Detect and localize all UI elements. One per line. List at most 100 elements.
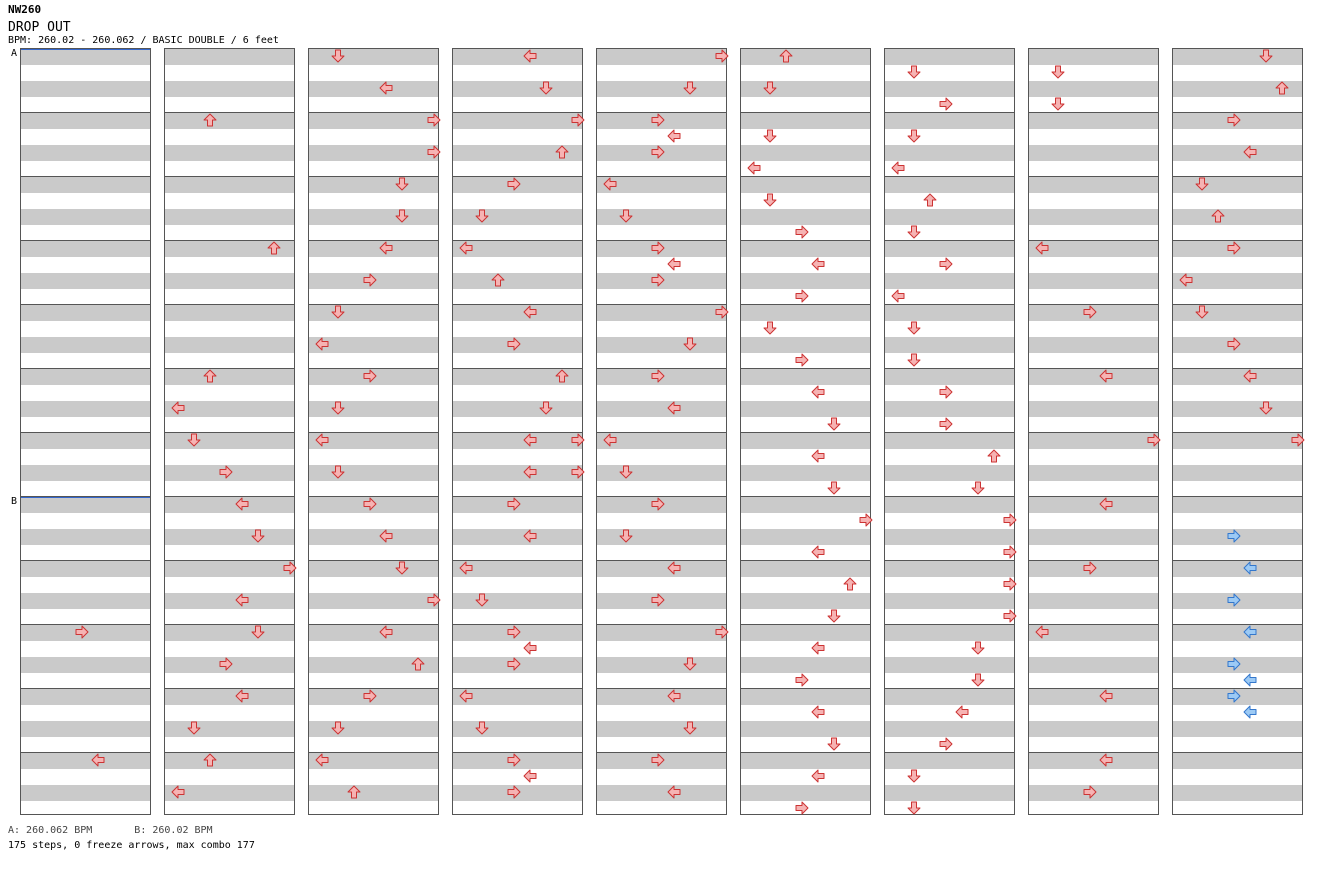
step-arrow-left	[235, 689, 249, 703]
step-arrow-down	[187, 433, 201, 447]
step-arrow-left	[1243, 705, 1257, 719]
measure-line	[885, 752, 1014, 753]
step-arrow-down	[683, 81, 697, 95]
chart-column-7	[884, 48, 1015, 815]
step-arrow-down	[395, 561, 409, 575]
step-arrow-down	[1051, 97, 1065, 111]
step-arrow-left	[523, 433, 537, 447]
step-arrow-down	[827, 609, 841, 623]
step-arrow-left	[1243, 561, 1257, 575]
step-arrow-up	[491, 273, 505, 287]
measure-line	[165, 304, 294, 305]
step-arrow-left	[811, 705, 825, 719]
step-arrow-right	[651, 497, 665, 511]
measure-line	[885, 240, 1014, 241]
step-arrow-down	[619, 209, 633, 223]
measure-line	[885, 112, 1014, 113]
step-arrow-right	[1227, 241, 1241, 255]
measure-line	[741, 304, 870, 305]
measure-line	[741, 496, 870, 497]
step-arrow-left	[1179, 273, 1193, 287]
step-arrow-right	[1227, 529, 1241, 543]
step-arrow-left	[235, 593, 249, 607]
step-arrow-down	[395, 177, 409, 191]
step-arrow-down	[763, 193, 777, 207]
measure-line	[1029, 240, 1158, 241]
section-marker-label: B	[11, 496, 18, 507]
step-arrow-right	[1083, 785, 1097, 799]
measure-line	[21, 304, 150, 305]
step-arrow-right	[1291, 433, 1305, 447]
step-arrow-left	[523, 305, 537, 319]
step-arrow-left	[667, 129, 681, 143]
step-arrow-right	[571, 113, 585, 127]
step-arrow-left	[459, 689, 473, 703]
measure-line	[21, 176, 150, 177]
measure-line	[597, 240, 726, 241]
step-arrow-left	[379, 625, 393, 639]
step-arrow-left	[955, 705, 969, 719]
step-arrow-left	[459, 241, 473, 255]
measure-line	[453, 624, 582, 625]
chart-column-8	[1028, 48, 1159, 815]
step-arrow-right	[507, 177, 521, 191]
step-arrow-left	[811, 449, 825, 463]
song-title: DROP OUT	[8, 20, 71, 35]
step-arrow-right	[715, 305, 729, 319]
measure-line	[165, 240, 294, 241]
measure-line	[885, 688, 1014, 689]
measure-line	[1029, 560, 1158, 561]
measure-line	[1173, 560, 1302, 561]
step-arrow-left	[1035, 241, 1049, 255]
measure-line	[21, 240, 150, 241]
step-arrow-left	[747, 161, 761, 175]
measure-line	[741, 560, 870, 561]
measure-line	[741, 112, 870, 113]
measure-line	[597, 496, 726, 497]
chart-column-2	[164, 48, 295, 815]
step-arrow-right	[1147, 433, 1161, 447]
step-arrow-left	[603, 433, 617, 447]
step-arrow-up	[203, 113, 217, 127]
chart-column-5	[596, 48, 727, 815]
measure-line	[165, 688, 294, 689]
measure-line	[453, 496, 582, 497]
measure-line	[21, 496, 150, 497]
measure-line	[885, 304, 1014, 305]
step-arrow-left	[811, 641, 825, 655]
step-arrow-right	[571, 465, 585, 479]
step-arrow-left	[1035, 625, 1049, 639]
measure-line	[165, 432, 294, 433]
step-arrow-left	[667, 257, 681, 271]
measure-line	[309, 304, 438, 305]
step-arrow-up	[347, 785, 361, 799]
measure-line	[453, 752, 582, 753]
measure-line	[453, 112, 582, 113]
measure-line	[885, 368, 1014, 369]
step-arrow-right	[507, 785, 521, 799]
step-arrow-down	[1195, 305, 1209, 319]
measure-line	[309, 752, 438, 753]
step-arrow-right	[507, 753, 521, 767]
step-arrow-left	[1099, 689, 1113, 703]
step-arrow-down	[475, 209, 489, 223]
measure-line	[741, 176, 870, 177]
step-arrow-left	[667, 785, 681, 799]
measure-line	[1029, 432, 1158, 433]
step-arrow-left	[811, 545, 825, 559]
step-arrow-down	[331, 401, 345, 415]
step-arrow-down	[475, 593, 489, 607]
measure-line	[165, 176, 294, 177]
step-arrow-left	[603, 177, 617, 191]
step-arrow-up	[411, 657, 425, 671]
step-arrow-left	[1099, 497, 1113, 511]
measure-line	[21, 752, 150, 753]
measure-line	[453, 560, 582, 561]
step-arrow-down	[971, 481, 985, 495]
measure-line	[1173, 496, 1302, 497]
step-arrow-left	[523, 529, 537, 543]
step-arrow-right	[1227, 113, 1241, 127]
measure-line	[741, 240, 870, 241]
measure-line	[21, 112, 150, 113]
chart-column-1	[20, 48, 151, 815]
